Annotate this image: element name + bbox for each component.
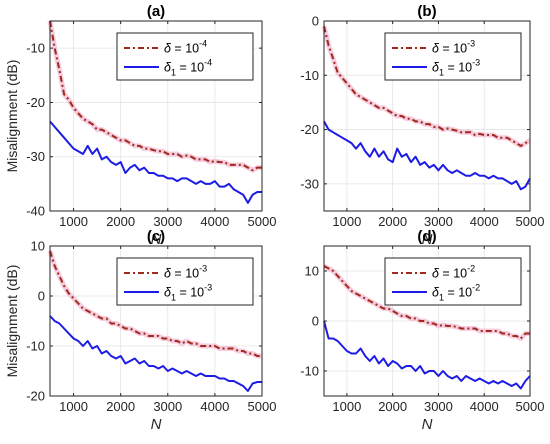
- y-tick-label: -40: [26, 204, 45, 219]
- legend-box: [116, 32, 254, 81]
- x-tick-label: 1000: [59, 399, 88, 414]
- y-tick-label: 0: [312, 14, 319, 29]
- series-line-2: [49, 315, 262, 392]
- chart-title: (d): [417, 228, 436, 245]
- legend-label: δ = 10-3: [432, 39, 475, 56]
- legend: δ = 10-3 δ1 = 10-3: [116, 257, 254, 306]
- x-tick-label: 3000: [153, 214, 182, 229]
- x-axis-label: N: [422, 416, 433, 433]
- series-line-2: [49, 120, 262, 204]
- x-tick-label: 1000: [59, 214, 88, 229]
- legend: δ = 10-2 δ1 = 10-2: [384, 257, 522, 306]
- series-line-2: [323, 320, 531, 390]
- axes-frame: [49, 245, 263, 397]
- chart-panel-1: 1000 2000 3000 4000 5000 -40 -30 -20 -10 (a) N Misa…: [4, 3, 276, 248]
- chart-title: (a): [147, 3, 165, 20]
- series-band: [47, 250, 262, 359]
- x-tick-label: 2000: [378, 214, 407, 229]
- legend-label: δ1 = 10-3: [432, 58, 480, 78]
- chart-panel-2: 1000 2000 3000 4000 5000 -30 -20 -10 0 (b) Nδ = 10…: [300, 3, 544, 248]
- x-tick-label: 3000: [424, 214, 453, 229]
- x-tick-label: 1000: [332, 399, 361, 414]
- legend-label: δ1 = 10-2: [432, 283, 480, 303]
- x-tick-label: 4000: [200, 214, 229, 229]
- x-tick-label: 3000: [424, 399, 453, 414]
- axes-frame: [49, 20, 263, 212]
- y-tick-label: -10: [300, 68, 319, 83]
- y-tick-label: -10: [26, 41, 45, 56]
- chart-title: (c): [147, 228, 165, 245]
- series-line-2: [323, 120, 531, 191]
- legend: δ = 10-3 δ1 = 10-3: [384, 32, 522, 81]
- x-tick-label: 5000: [248, 399, 277, 414]
- y-tick-label: -30: [26, 149, 45, 164]
- legend-label: δ = 10-2: [432, 264, 475, 281]
- x-tick-label: 5000: [248, 214, 277, 229]
- x-tick-label: 3000: [153, 399, 182, 414]
- y-tick-label: 0: [312, 314, 319, 329]
- y-tick-label: -10: [26, 339, 45, 354]
- x-axis-label: N: [422, 231, 433, 248]
- legend-label: δ1 = 10-3: [164, 283, 212, 303]
- x-tick-label: 5000: [516, 399, 545, 414]
- x-tick-label: 4000: [200, 399, 229, 414]
- legend-box: [116, 257, 254, 306]
- series-line-1: [49, 20, 262, 172]
- y-tick-label: 10: [31, 239, 45, 254]
- x-tick-label: 4000: [470, 399, 499, 414]
- x-tick-label: 5000: [516, 214, 545, 229]
- series-line-1: [323, 26, 531, 147]
- x-axis-label: N: [151, 231, 162, 248]
- legend-box: [384, 257, 522, 306]
- chart-title: (b): [417, 3, 436, 20]
- axes-frame: [323, 20, 531, 212]
- y-tick-label: -20: [26, 95, 45, 110]
- y-tick-label: -10: [300, 364, 319, 379]
- x-axis-label: N: [151, 416, 162, 433]
- y-tick-label: -30: [300, 176, 319, 191]
- series-line-1: [323, 265, 530, 340]
- x-tick-label: 2000: [106, 214, 135, 229]
- x-tick-label: 4000: [470, 214, 499, 229]
- legend-box: [384, 32, 522, 81]
- legend: δ = 10-4 δ1 = 10-4: [116, 32, 254, 81]
- legend-label: δ = 10-3: [164, 264, 207, 281]
- y-axis-label: Misalignment (dB): [4, 60, 20, 173]
- x-tick-label: 2000: [378, 399, 407, 414]
- x-tick-label: 2000: [106, 399, 135, 414]
- legend-label: δ = 10-4: [164, 39, 207, 56]
- legend-label: δ1 = 10-4: [164, 58, 212, 78]
- y-tick-label: 0: [38, 289, 45, 304]
- y-axis-label: Misalignment (dB): [4, 265, 20, 378]
- y-tick-label: 10: [305, 264, 319, 279]
- chart-panel-3: 1000 2000 3000 4000 5000-20-10010(c)NMisalig…: [4, 228, 276, 433]
- y-tick-label: -20: [300, 122, 319, 137]
- x-tick-label: 1000: [332, 214, 361, 229]
- y-tick-label: -20: [26, 389, 45, 404]
